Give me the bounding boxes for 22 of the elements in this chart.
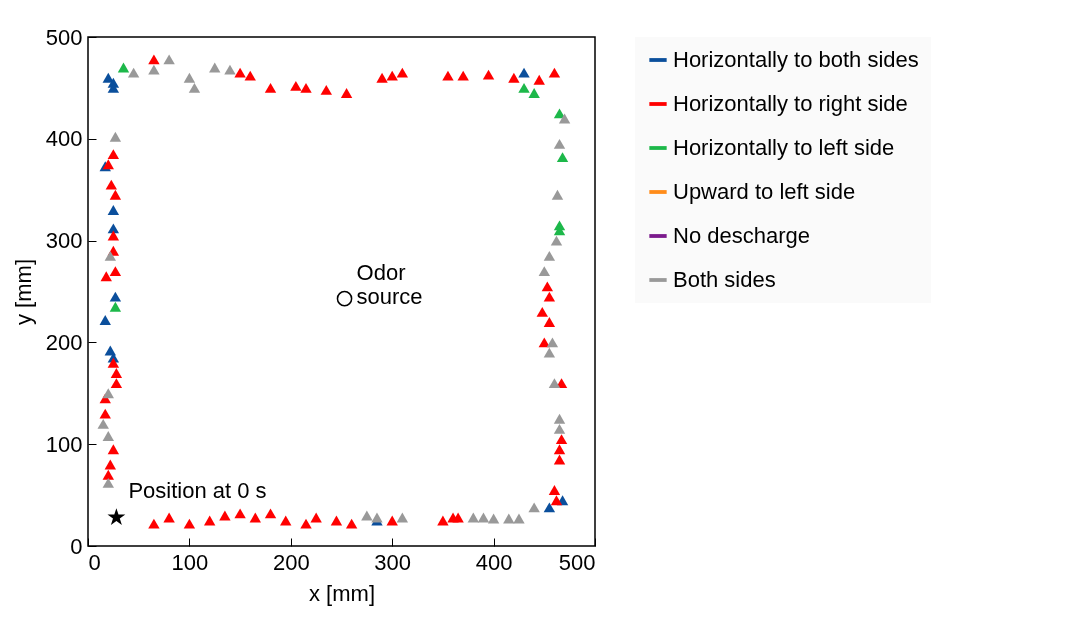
x-tick-label: 400 [475,549,513,575]
legend-label: Upward to left side [673,179,856,204]
annotation: Position at 0 s [128,478,267,504]
legend-label: Horizontally to both sides [673,47,919,72]
y-tick-label: 0 [70,533,83,559]
y-tick-label: 500 [45,24,83,50]
x-tick-label: 500 [558,549,596,575]
annotation: Odor source [356,259,423,309]
legend-label: Both sides [673,267,776,292]
y-axis-title: y [mm] [10,259,36,325]
x-tick-label: 300 [374,549,412,575]
y-tick-label: 200 [45,329,83,355]
y-tick-label: 300 [45,228,83,254]
legend-label: Horizontally to right side [673,91,908,116]
legend-label: Horizontally to left side [673,135,895,160]
x-tick-label: 200 [272,549,310,575]
legend-label: No descharge [673,223,810,248]
x-tick-label: 100 [171,549,209,575]
y-tick-label: 100 [45,431,83,457]
x-tick-label: 0 [88,549,101,575]
y-tick-label: 400 [45,126,83,152]
x-axis-title: x [mm] [309,580,375,606]
